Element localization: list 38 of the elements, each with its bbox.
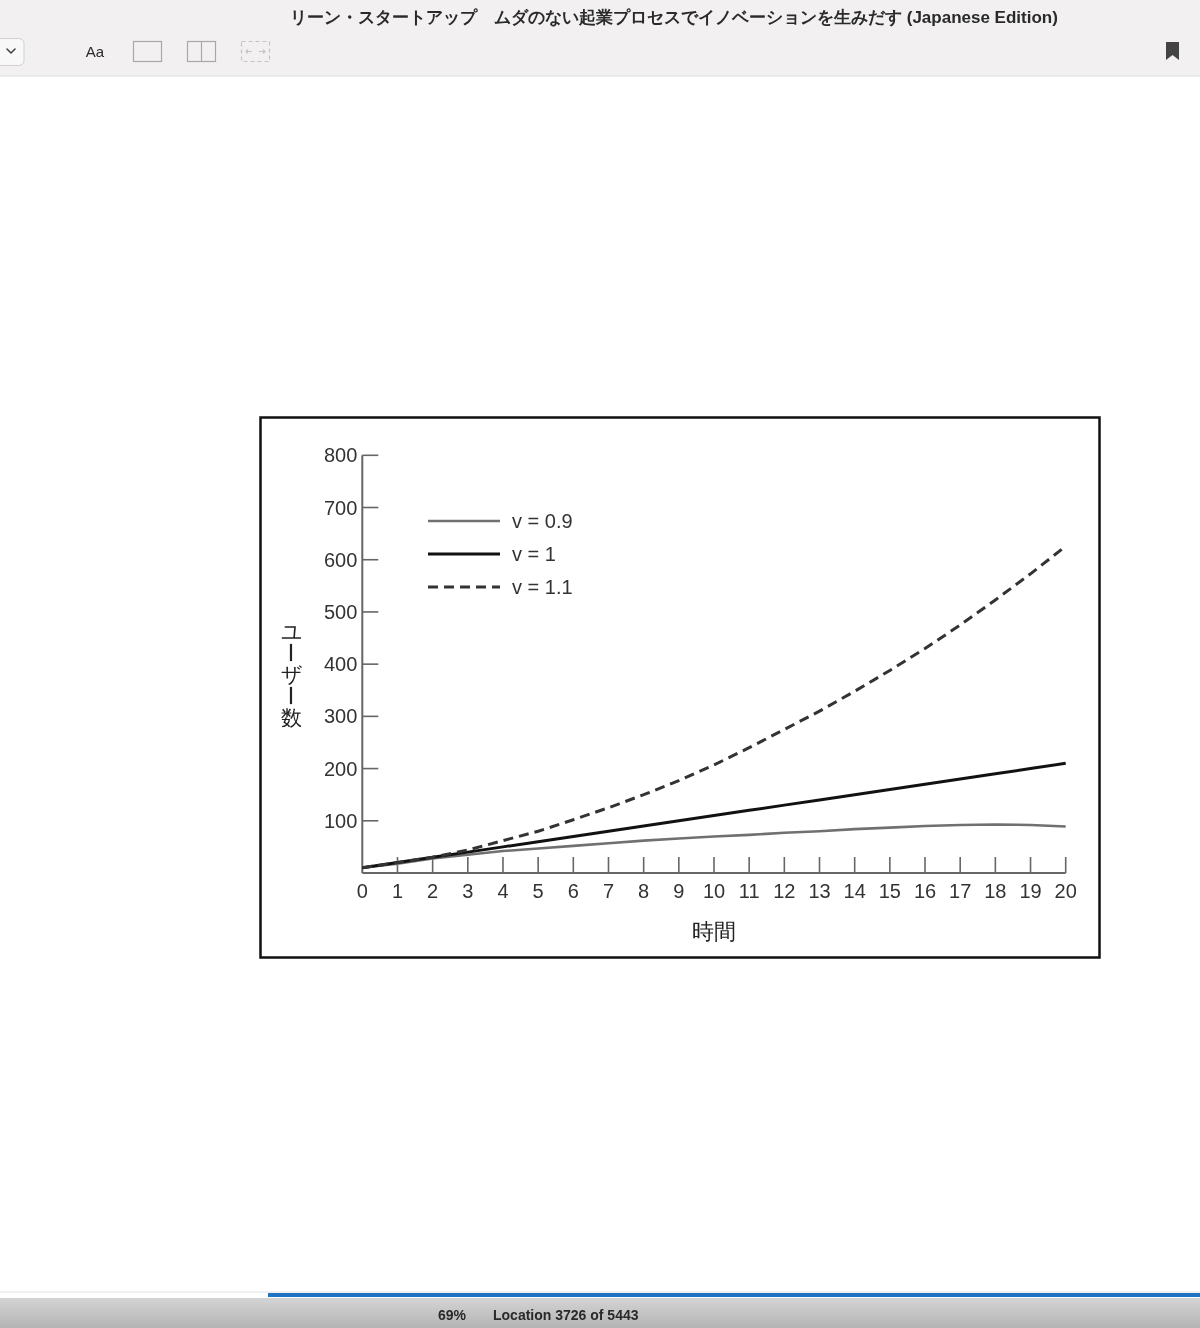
text: Location 3726 of 5443 <box>493 1307 639 1323</box>
y-tick-label: 400 <box>323 653 358 676</box>
y-axis-title: ユーザー数 <box>279 619 303 729</box>
x-tick-label: 20 <box>1054 880 1077 902</box>
x-tick-label: 18 <box>984 880 1007 902</box>
x-tick-label: 2 <box>427 880 439 902</box>
x-tick-label: 17 <box>949 880 972 902</box>
x-tick-label: 8 <box>638 880 650 902</box>
x-tick-label: 14 <box>843 880 866 902</box>
x-tick-label: 16 <box>913 880 937 902</box>
y-tick-label: 300 <box>323 705 358 728</box>
y-tick-label: 700 <box>323 496 358 519</box>
x-tick-label: 10 <box>702 880 726 902</box>
legend-label: v = 1.1 <box>512 576 573 598</box>
x-axis-title: 時間 <box>692 919 736 944</box>
legend-label: v = 1 <box>512 543 556 565</box>
x-tick-label: 13 <box>808 880 831 902</box>
x-tick-label: 7 <box>602 880 615 902</box>
x-tick-label: 6 <box>567 880 579 902</box>
y-tick-label: 200 <box>323 757 358 780</box>
x-tick-label: 11 <box>738 880 760 902</box>
text: Aa <box>85 43 105 60</box>
y-tick-label: 600 <box>323 548 358 571</box>
x-tick-label: 4 <box>497 880 509 902</box>
y-tick-label: 800 <box>323 444 358 467</box>
x-tick-label: 5 <box>532 880 544 902</box>
text: 69% <box>437 1307 467 1323</box>
x-tick-label: 15 <box>878 880 901 902</box>
x-tick-label: 1 <box>391 880 404 902</box>
x-tick-label: 3 <box>462 880 474 902</box>
y-tick-label: 500 <box>323 600 358 623</box>
x-tick-label: 12 <box>773 880 796 902</box>
text: リーン・スタートアップ ムダのない起業プロセスでイノベーションを生みだす (Japanese Edition) <box>290 8 1058 27</box>
x-tick-label: 19 <box>1019 880 1042 902</box>
legend-label: v = 0.9 <box>512 510 573 532</box>
x-tick-label: 9 <box>673 880 685 902</box>
y-tick-label: 100 <box>323 809 358 832</box>
x-tick-label: 0 <box>356 880 368 902</box>
